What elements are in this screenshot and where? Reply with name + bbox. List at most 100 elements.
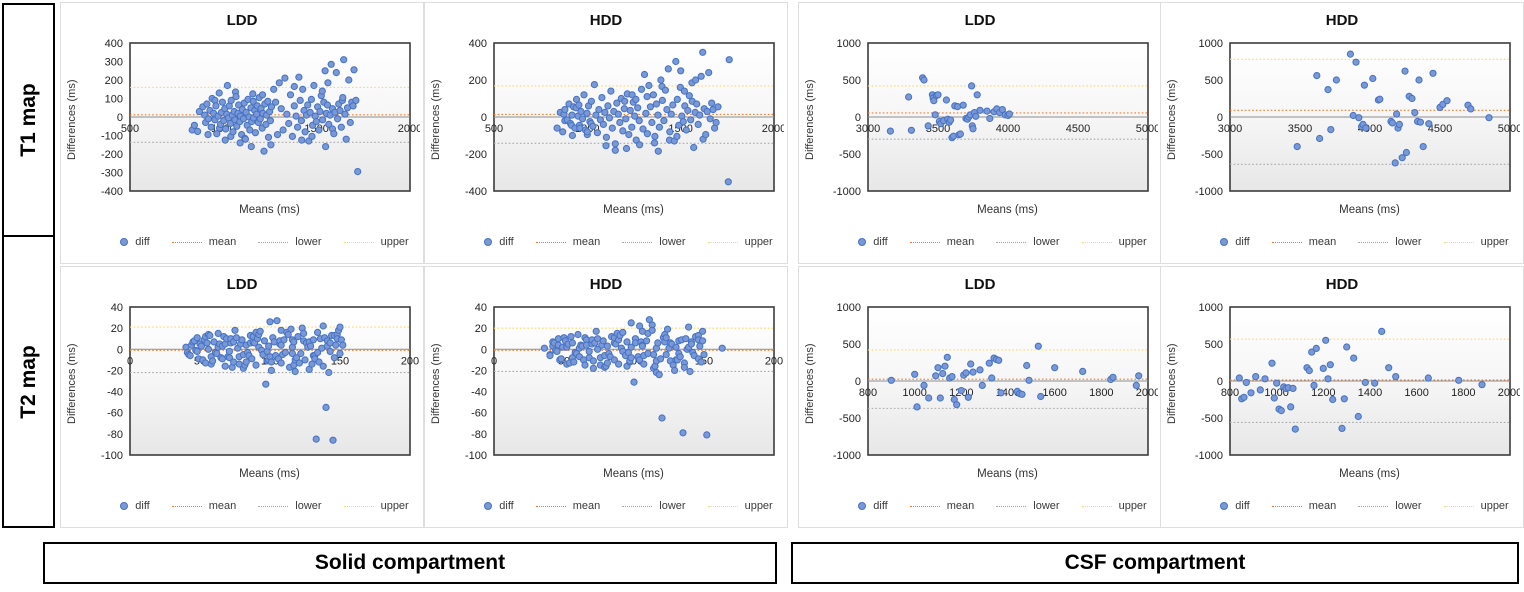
group-label-solid-compartment: Solid compartment — [43, 542, 777, 584]
lower-line-icon — [1358, 505, 1389, 507]
panel-t1-csf-ldd: LDD Differences (ms) 1000 500 0 -500 -1000 30… — [798, 2, 1162, 264]
svg-text:4500: 4500 — [1427, 123, 1451, 135]
svg-text:200: 200 — [400, 355, 418, 367]
svg-text:40: 40 — [474, 303, 486, 314]
mean-line-icon — [171, 505, 202, 507]
panel-t1-solid-ldd: LDD Differences (ms) 400 300 200 100 0 -100 -2… — [60, 2, 424, 264]
svg-text:1600: 1600 — [1042, 387, 1066, 399]
legend-label-upper: upper — [380, 236, 409, 248]
svg-text:100: 100 — [104, 94, 122, 106]
legend-label-upper: upper — [380, 500, 409, 512]
svg-text:500: 500 — [1204, 339, 1222, 351]
svg-text:-100: -100 — [100, 131, 122, 143]
svg-text:0: 0 — [854, 376, 860, 388]
svg-text:-1000: -1000 — [832, 186, 860, 198]
scatter-plot: 4003002001000-100-200-300-40050010001500… — [100, 39, 419, 198]
legend-label-mean: mean — [208, 236, 237, 248]
svg-text:800: 800 — [858, 387, 876, 399]
svg-text:3000: 3000 — [855, 123, 879, 135]
diff-marker-icon — [1220, 238, 1229, 246]
svg-text:400: 400 — [468, 39, 486, 50]
svg-text:-40: -40 — [107, 387, 123, 399]
svg-text:-400: -400 — [464, 186, 486, 198]
legend-label-diff: diff — [499, 500, 514, 512]
legend-item-lower: lower — [1358, 500, 1422, 512]
upper-line-icon — [343, 505, 374, 507]
legend-item-mean: mean — [909, 236, 974, 248]
svg-text:20: 20 — [474, 323, 486, 335]
lower-line-icon — [258, 505, 289, 507]
row-label-t1-text: T1 map — [16, 83, 40, 157]
svg-text:300: 300 — [104, 57, 122, 69]
legend: diff mean lower upper — [444, 500, 784, 512]
legend-label-mean: mean — [572, 236, 601, 248]
svg-text:200: 200 — [104, 75, 122, 87]
legend-item-lower: lower — [622, 500, 686, 512]
svg-text:40: 40 — [110, 303, 122, 314]
svg-text:2000: 2000 — [761, 123, 783, 135]
svg-text:-500: -500 — [1200, 413, 1222, 425]
svg-text:1600: 1600 — [1404, 387, 1428, 399]
legend-item-mean: mean — [1271, 500, 1336, 512]
chart-title: HDD — [1325, 12, 1359, 29]
x-axis-title: Means (ms) — [239, 204, 300, 216]
legend-label-upper: upper — [744, 236, 773, 248]
legend-item-mean: mean — [1271, 236, 1336, 248]
diff-marker-icon — [120, 502, 129, 510]
y-axis-title: Differences (ms) — [803, 79, 816, 161]
svg-text:0: 0 — [126, 355, 132, 367]
x-axis-title: Means (ms) — [977, 204, 1038, 216]
svg-text:1800: 1800 — [1089, 387, 1113, 399]
legend-item-mean: mean — [535, 500, 600, 512]
legend-item-diff: diff — [120, 500, 150, 512]
legend-label-upper: upper — [744, 500, 773, 512]
svg-text:400: 400 — [104, 39, 122, 50]
svg-text:4000: 4000 — [995, 123, 1019, 135]
svg-text:200: 200 — [764, 355, 782, 367]
legend-label-diff: diff — [135, 236, 150, 248]
svg-text:-200: -200 — [100, 149, 122, 161]
x-axis-title: Means (ms) — [977, 468, 1038, 480]
legend-item-upper: upper — [343, 500, 409, 512]
scatter-plot: 10005000-500-100080010001200140016001800… — [832, 303, 1157, 462]
y-axis-title: Differences (ms) — [1165, 79, 1178, 161]
svg-text:-60: -60 — [471, 408, 487, 420]
legend-item-upper: upper — [1081, 236, 1147, 248]
chart-body: Differences (ms) 1000 500 0 -500 -1000 3000 35… — [1165, 39, 1520, 201]
legend: diff mean lower upper — [1180, 236, 1520, 248]
legend-item-upper: upper — [343, 236, 409, 248]
legend-label-upper: upper — [1118, 236, 1147, 248]
legend-label-diff: diff — [135, 500, 150, 512]
mean-line-icon — [1271, 505, 1302, 507]
svg-text:0: 0 — [490, 355, 496, 367]
panel-t2-csf-ldd: LDD Differences (ms) 1000 500 0 -500 -1000 80… — [798, 266, 1162, 528]
group-label-csf-text: CSF compartment — [1064, 551, 1246, 574]
x-axis-title: Means (ms) — [603, 204, 664, 216]
svg-text:500: 500 — [484, 123, 502, 135]
legend-label-mean: mean — [946, 500, 975, 512]
lower-line-icon — [996, 241, 1027, 243]
mean-line-icon — [535, 241, 566, 243]
chart-body: Differences (ms) 1000 500 0 -500 -1000 800 100… — [803, 303, 1158, 465]
upper-line-icon — [1443, 505, 1474, 507]
legend-label-diff: diff — [499, 236, 514, 248]
legend-item-lower: lower — [996, 236, 1060, 248]
svg-text:5000: 5000 — [1135, 123, 1157, 135]
lower-line-icon — [996, 505, 1027, 507]
legend-item-upper: upper — [707, 236, 773, 248]
chart-body: Differences (ms) 40200-20-40-60-80-10005… — [65, 303, 420, 465]
lower-line-icon — [1358, 241, 1389, 243]
legend-label-diff: diff — [1235, 500, 1250, 512]
legend-label-lower: lower — [659, 236, 686, 248]
svg-text:1000: 1000 — [836, 303, 860, 314]
panel-t2-solid-ldd: LDD Differences (ms) 40 20 0 -20 -40 -60 -80 -1… — [60, 266, 424, 528]
svg-text:-500: -500 — [1200, 149, 1222, 161]
svg-text:-500: -500 — [838, 149, 860, 161]
legend-item-diff: diff — [858, 500, 888, 512]
svg-text:0: 0 — [480, 112, 486, 124]
chart-body: Differences (ms) 1000 500 0 -500 -1000 800 100… — [1165, 303, 1520, 465]
panel-t2-csf-hdd: HDD Differences (ms) 1000 500 0 -500 -1000 80… — [1160, 266, 1524, 528]
